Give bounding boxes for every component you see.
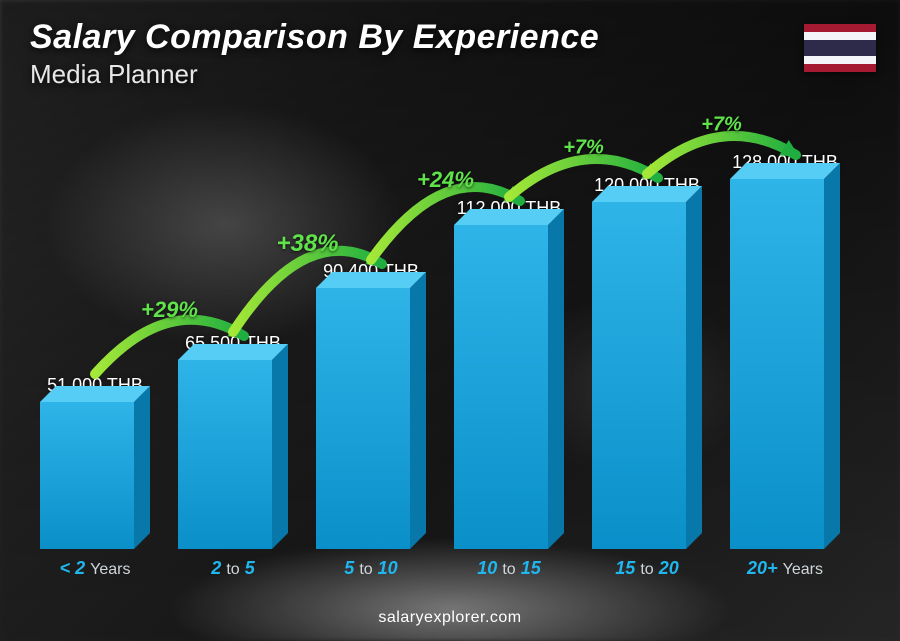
bar-1: 65,500 THB — [178, 333, 288, 549]
bar-3d — [40, 402, 150, 549]
bar-side-face — [410, 272, 426, 549]
x-axis-labels: < 2 Years 2 to 5 5 to 10 10 to 15 15 to 20 20… — [40, 558, 840, 579]
flag-stripe — [804, 32, 876, 40]
bar-5: 128,000 THB — [730, 152, 840, 549]
bar-side-face — [548, 209, 564, 549]
increase-pct-label: +38% — [276, 230, 338, 258]
bar-top-face — [178, 344, 288, 360]
bar-4: 120,000 THB — [592, 175, 702, 549]
footer-attribution: salaryexplorer.com — [0, 609, 900, 627]
bar-side-face — [272, 344, 288, 549]
flag-stripe — [804, 40, 876, 56]
bar-3: 112,000 THB — [454, 198, 564, 549]
bar-top-face — [316, 272, 426, 288]
increase-pct-label: +7% — [701, 113, 742, 136]
page-subtitle: Media Planner — [30, 59, 599, 90]
country-flag-icon — [804, 24, 876, 72]
bar-front-face — [730, 179, 824, 549]
bar-3d — [592, 202, 702, 549]
bar-0: 51,000 THB — [40, 375, 150, 549]
increase-pct-label: +29% — [141, 297, 198, 323]
bar-front-face — [454, 225, 548, 549]
bar-side-face — [686, 186, 702, 549]
flag-stripe — [804, 24, 876, 32]
x-label: 5 to 10 — [316, 558, 426, 579]
bar-3d — [178, 360, 288, 549]
bar-front-face — [316, 288, 410, 549]
x-label: < 2 Years — [40, 558, 150, 579]
bar-top-face — [592, 186, 702, 202]
bar-3d — [454, 225, 564, 549]
infographic-stage: Salary Comparison By Experience Media Pl… — [0, 0, 900, 641]
bar-front-face — [592, 202, 686, 549]
x-label: 2 to 5 — [178, 558, 288, 579]
bar-top-face — [454, 209, 564, 225]
page-title: Salary Comparison By Experience — [30, 18, 599, 57]
flag-stripe — [804, 64, 876, 72]
increase-pct-label: +7% — [563, 136, 604, 159]
bar-top-face — [730, 163, 840, 179]
increase-pct-label: +24% — [417, 167, 474, 193]
bar-3d — [730, 179, 840, 549]
bar-front-face — [40, 402, 134, 549]
bar-3d — [316, 288, 426, 549]
x-label: 15 to 20 — [592, 558, 702, 579]
bar-top-face — [40, 386, 150, 402]
salary-bar-chart: 51,000 THB 65,500 THB 90,400 THB 112,000 TH… — [40, 93, 840, 573]
flag-stripe — [804, 56, 876, 64]
x-label: 20+ Years — [730, 558, 840, 579]
bar-side-face — [134, 386, 150, 549]
bar-front-face — [178, 360, 272, 549]
bar-2: 90,400 THB — [316, 261, 426, 549]
bar-side-face — [824, 163, 840, 549]
title-block: Salary Comparison By Experience Media Pl… — [30, 18, 599, 90]
x-label: 10 to 15 — [454, 558, 564, 579]
